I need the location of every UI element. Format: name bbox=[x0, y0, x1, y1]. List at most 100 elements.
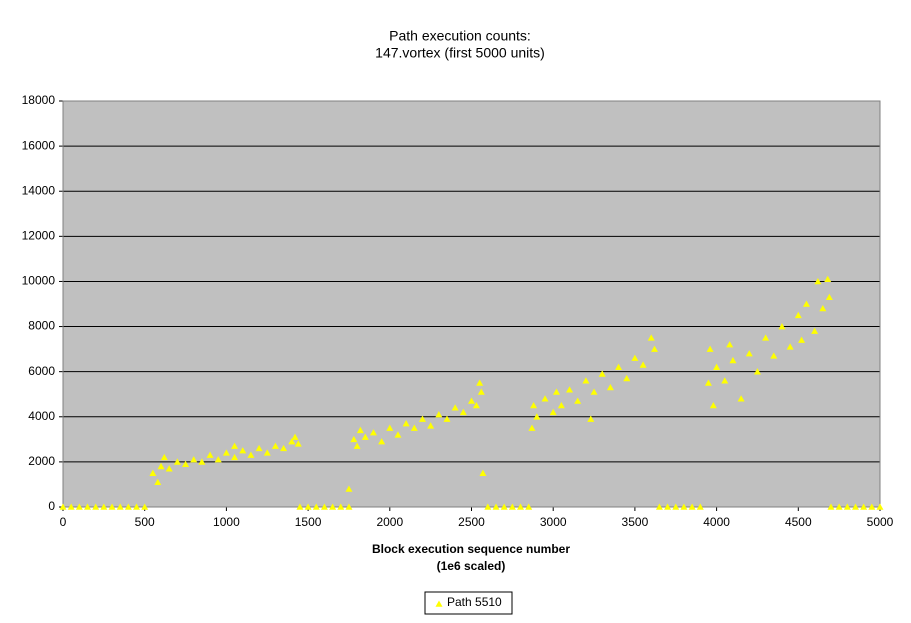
point bbox=[500, 503, 508, 510]
x-tick-label: 2500 bbox=[458, 515, 485, 529]
point bbox=[75, 503, 83, 510]
point bbox=[824, 275, 832, 282]
point bbox=[825, 293, 833, 301]
point bbox=[508, 503, 516, 510]
point bbox=[149, 469, 157, 476]
point bbox=[590, 388, 598, 395]
chart-title: Path execution counts: bbox=[389, 28, 531, 44]
point bbox=[418, 415, 426, 422]
point bbox=[484, 503, 492, 510]
point bbox=[157, 462, 165, 470]
point bbox=[468, 397, 475, 404]
point bbox=[427, 422, 435, 429]
point bbox=[835, 503, 843, 510]
point bbox=[778, 323, 786, 330]
point bbox=[770, 352, 778, 359]
point bbox=[786, 343, 794, 350]
point bbox=[92, 503, 100, 510]
point bbox=[329, 503, 337, 510]
point bbox=[350, 435, 358, 443]
y-tick-label: 0 bbox=[48, 499, 55, 513]
point bbox=[369, 429, 377, 436]
legend-marker bbox=[435, 600, 443, 607]
point bbox=[165, 465, 173, 472]
point bbox=[451, 404, 459, 411]
point bbox=[116, 503, 124, 510]
point bbox=[84, 503, 92, 510]
point bbox=[706, 345, 714, 352]
point bbox=[729, 356, 737, 364]
point bbox=[198, 458, 206, 465]
point bbox=[214, 456, 222, 463]
plot-border bbox=[62, 100, 881, 508]
plot-area bbox=[63, 101, 880, 507]
point bbox=[798, 336, 806, 343]
point bbox=[802, 300, 810, 307]
point bbox=[811, 327, 819, 334]
y-tick-label: 14000 bbox=[22, 183, 56, 197]
point bbox=[353, 442, 361, 449]
point bbox=[651, 345, 659, 352]
point bbox=[814, 277, 822, 285]
x-tick-label: 4500 bbox=[785, 515, 812, 529]
point bbox=[67, 503, 75, 510]
point bbox=[868, 503, 876, 510]
point bbox=[639, 361, 647, 368]
point bbox=[672, 503, 680, 510]
point bbox=[860, 503, 868, 510]
point bbox=[606, 383, 614, 391]
point bbox=[479, 469, 487, 476]
point bbox=[345, 503, 353, 510]
x-tick-label: 500 bbox=[135, 515, 155, 529]
point bbox=[296, 503, 304, 510]
point bbox=[231, 442, 239, 449]
point bbox=[726, 341, 734, 348]
y-tick-label: 16000 bbox=[22, 138, 56, 152]
point bbox=[655, 503, 663, 510]
point bbox=[231, 453, 239, 461]
point bbox=[291, 433, 299, 440]
point bbox=[525, 503, 533, 510]
point bbox=[361, 433, 369, 440]
point bbox=[477, 388, 485, 395]
point bbox=[541, 395, 549, 402]
point bbox=[623, 374, 631, 382]
point bbox=[587, 415, 595, 422]
point bbox=[549, 408, 557, 416]
point bbox=[410, 424, 418, 431]
point bbox=[443, 415, 451, 422]
point bbox=[459, 408, 467, 416]
point bbox=[255, 444, 263, 452]
point bbox=[206, 451, 214, 458]
point bbox=[124, 503, 132, 510]
y-tick-label: 8000 bbox=[28, 319, 55, 333]
point bbox=[574, 397, 582, 404]
point bbox=[378, 438, 386, 445]
point bbox=[435, 411, 443, 418]
x-tick-label: 1000 bbox=[213, 515, 240, 529]
point bbox=[394, 431, 402, 438]
x-axis-label: Block execution sequence number bbox=[372, 542, 570, 556]
x-tick-label: 3500 bbox=[622, 515, 649, 529]
point bbox=[843, 503, 851, 510]
point bbox=[386, 424, 394, 431]
point bbox=[664, 503, 672, 510]
point bbox=[280, 444, 288, 452]
point bbox=[582, 377, 590, 384]
point bbox=[108, 503, 116, 510]
point bbox=[851, 503, 859, 510]
point bbox=[566, 386, 574, 393]
point bbox=[721, 377, 729, 384]
point bbox=[476, 379, 484, 386]
point bbox=[182, 460, 190, 467]
point bbox=[337, 503, 345, 510]
point bbox=[288, 438, 296, 445]
y-tick-label: 18000 bbox=[22, 93, 56, 107]
point bbox=[312, 503, 320, 510]
y-tick-label: 12000 bbox=[22, 229, 56, 243]
x-tick-label: 0 bbox=[60, 515, 67, 529]
point bbox=[141, 503, 149, 510]
point bbox=[190, 456, 198, 463]
y-tick-label: 4000 bbox=[28, 409, 55, 423]
